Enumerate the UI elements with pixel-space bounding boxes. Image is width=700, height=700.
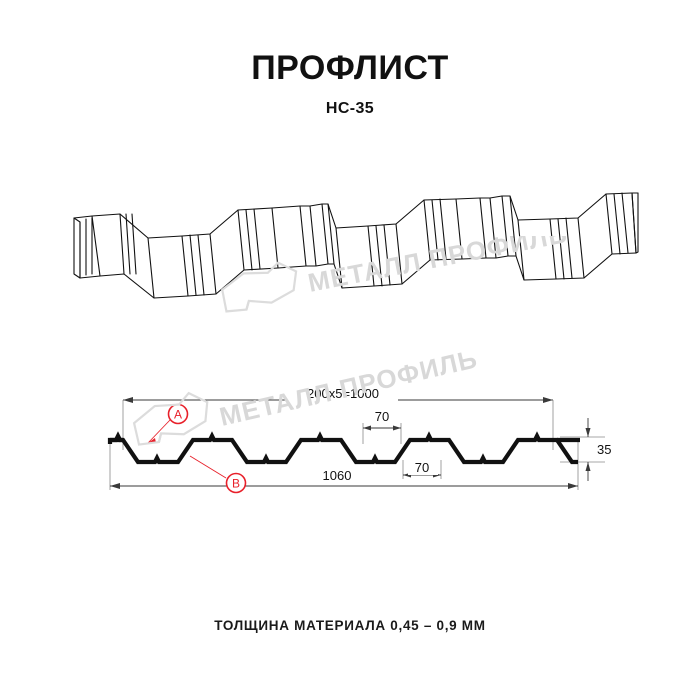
callout-b-circle (225, 472, 247, 494)
dimension-label-overall-width: 1060 (323, 468, 352, 483)
callout-a-label: A (174, 408, 182, 422)
cross-section-drawing: 200x5=1000 70 70 (107, 386, 611, 494)
dimension-overall-width: 1060 (109, 440, 579, 490)
dimension-label-top-flange: 70 (375, 409, 389, 424)
profile-section-geometry (107, 431, 580, 465)
page-footer: ТОЛЩИНА МАТЕРИАЛА 0,45 – 0,9 ММ (0, 618, 700, 633)
callout-b: B (189, 455, 247, 494)
dimension-height: 35 (560, 418, 611, 481)
page-title: ПРОФЛИСТ (251, 49, 449, 87)
material-thickness-note: ТОЛЩИНА МАТЕРИАЛА 0,45 – 0,9 ММ (214, 618, 486, 633)
cross-section-view: 200x5=1000 70 70 (60, 378, 640, 508)
callout-b-label: B (232, 477, 240, 491)
dimension-label-height: 35 (597, 442, 611, 457)
dimension-label-bottom-flange: 70 (415, 460, 429, 475)
product-code-label: НС-35 (325, 100, 375, 117)
dimension-top-flange: 70 (362, 409, 402, 444)
isometric-view (60, 178, 640, 313)
iso-profile-geometry (73, 192, 639, 299)
isometric-profile-drawing (73, 192, 639, 299)
page-header: ПРОФЛИСТ НС-35 (0, 48, 700, 120)
dimension-bottom-flange: 70 (402, 460, 442, 479)
dimension-label-pitch-total: 200x5=1000 (307, 386, 379, 401)
callout-a: A (147, 403, 189, 444)
